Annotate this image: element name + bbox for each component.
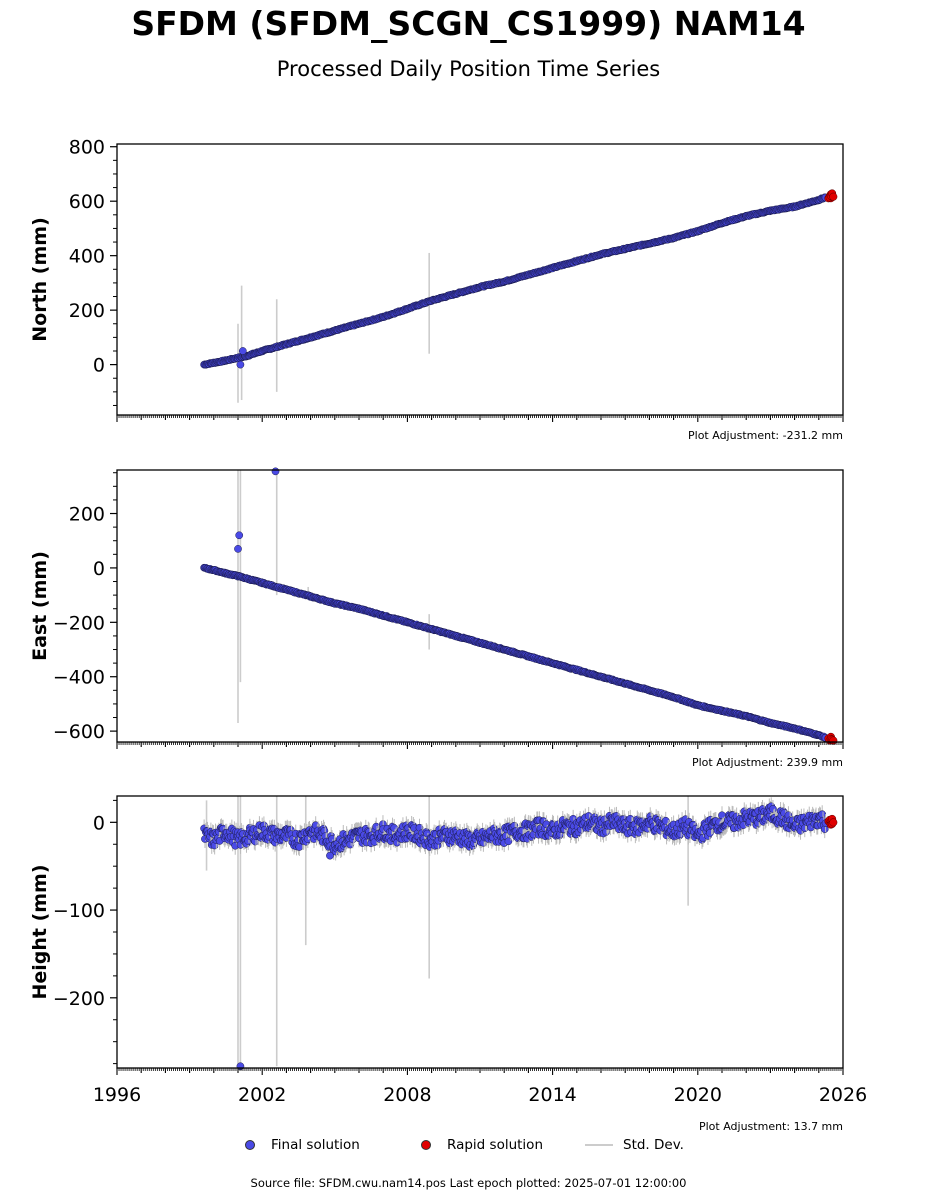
- final-point: [661, 816, 670, 825]
- y-axis-label: Height (mm): [29, 864, 51, 999]
- legend-stddev-line: [585, 1144, 613, 1146]
- y-tick-label: 600: [69, 191, 105, 213]
- x-tick-label: 2014: [528, 1084, 576, 1106]
- plot-frame: [116, 469, 844, 743]
- final-point: [818, 810, 827, 819]
- y-tick-label: 0: [93, 558, 105, 580]
- final-outlier-point: [235, 531, 244, 540]
- chart-title: SFDM (SFDM_SCGN_CS1999) NAM14: [131, 4, 806, 43]
- rapid-point: [829, 192, 838, 201]
- legend: Final solution Rapid solution Std. Dev.: [245, 1137, 725, 1159]
- final-outlier-point: [238, 347, 247, 355]
- x-tick-label: 2008: [383, 1084, 431, 1106]
- legend-stddev-label: Std. Dev.: [623, 1137, 684, 1153]
- x-tick-label: 2020: [674, 1084, 722, 1106]
- legend-stddev: Std. Dev.: [585, 1137, 684, 1153]
- legend-rapid-label: Rapid solution: [447, 1137, 543, 1153]
- y-axis-label: East (mm): [29, 551, 51, 661]
- plot-adjustment-note: Plot Adjustment: 239.9 mm: [692, 756, 843, 769]
- y-tick-label: 200: [69, 504, 105, 526]
- final-point: [504, 837, 513, 846]
- y-tick-label: 200: [69, 300, 105, 322]
- y-tick-label: 0: [93, 355, 105, 377]
- final-outlier-point: [236, 360, 245, 369]
- final-point: [769, 805, 777, 813]
- legend-final: Final solution: [245, 1137, 360, 1153]
- y-tick-label: 0: [93, 812, 105, 834]
- plot-frame: [116, 143, 844, 416]
- y-tick-label: −200: [53, 988, 105, 1010]
- x-tick-label: 1996: [93, 1084, 141, 1106]
- legend-final-label: Final solution: [271, 1137, 360, 1153]
- y-tick-label: 800: [69, 137, 105, 159]
- plot-adjustment-note: Plot Adjustment: 13.7 mm: [699, 1120, 843, 1133]
- legend-final-marker: [245, 1140, 255, 1150]
- y-tick-label: −600: [53, 721, 105, 743]
- rapid-point: [829, 818, 838, 827]
- y-tick-label: −400: [53, 667, 105, 689]
- y-tick-label: 400: [69, 246, 105, 268]
- final-outlier-point: [271, 467, 280, 476]
- plot-adjustment-note: Plot Adjustment: -231.2 mm: [688, 429, 843, 442]
- y-tick-label: −200: [53, 612, 105, 634]
- legend-rapid-marker: [421, 1140, 431, 1150]
- source-footer: Source file: SFDM.cwu.nam14.pos Last epo…: [250, 1176, 687, 1190]
- legend-rapid: Rapid solution: [421, 1137, 543, 1153]
- y-tick-label: −100: [53, 900, 105, 922]
- chart-subtitle: Processed Daily Position Time Series: [276, 57, 661, 81]
- x-tick-label: 2002: [238, 1084, 286, 1106]
- final-outlier-point: [326, 851, 334, 860]
- final-outlier-point: [234, 545, 242, 553]
- y-axis-label: North (mm): [29, 217, 51, 342]
- x-tick-label: 2026: [819, 1084, 867, 1106]
